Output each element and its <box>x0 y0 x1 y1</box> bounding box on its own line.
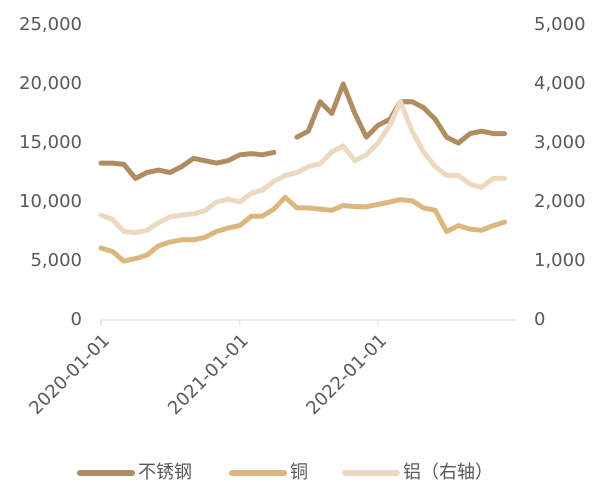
y2-tick-label: 0 <box>534 309 545 330</box>
y2-tick-label: 3,000 <box>534 132 586 153</box>
y-tick-label: 20,000 <box>19 73 82 94</box>
legend-label: 不锈钢 <box>138 462 192 483</box>
y2-tick-label: 2,000 <box>534 191 586 212</box>
series-line <box>98 81 508 181</box>
x-tick-label: 2022-01-01 <box>302 330 391 419</box>
x-tick-label: 2020-01-01 <box>25 330 114 419</box>
y-tick-label: 10,000 <box>19 191 82 212</box>
y-tick-label: 0 <box>71 309 82 330</box>
x-tick-label: 2021-01-01 <box>164 330 253 419</box>
y-tick-label: 15,000 <box>19 132 82 153</box>
y-tick-label: 25,000 <box>19 14 82 35</box>
y2-tick-label: 4,000 <box>534 73 586 94</box>
y-tick-label: 5,000 <box>30 250 82 271</box>
y2-tick-label: 1,000 <box>534 250 586 271</box>
series-line <box>98 194 508 264</box>
legend-label: 铜 <box>290 462 308 483</box>
legend-label: 铝（右轴） <box>403 462 493 483</box>
y2-tick-label: 5,000 <box>534 14 586 35</box>
series-line <box>98 99 508 236</box>
